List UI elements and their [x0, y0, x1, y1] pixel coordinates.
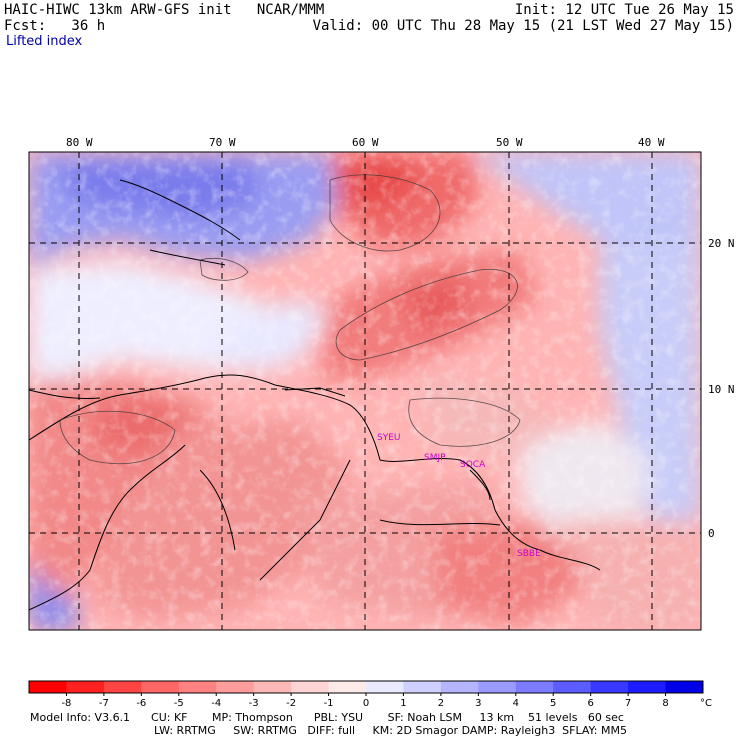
- colorbar-swatch: [366, 681, 404, 693]
- lon-label-70w: 70 W: [209, 136, 236, 149]
- valid-time: Valid: 00 UTC Thu 28 May 15 (21 LST Wed …: [312, 18, 734, 34]
- colorbar-tick-label: -8: [61, 698, 71, 709]
- colorbar-tick-label: -5: [174, 698, 184, 709]
- colorbar-tick-label: -6: [136, 698, 146, 709]
- colorbar-swatch: [328, 681, 367, 693]
- model-title: HAIC-HIWC 13km ARW-GFS init NCAR/MMM: [4, 2, 325, 18]
- colorbar-tick-label: -1: [324, 698, 334, 709]
- colorbar-swatch: [590, 681, 629, 693]
- colorbar-tick-label: -3: [249, 698, 259, 709]
- init-time: Init: 12 UTC Tue 26 May 15: [514, 2, 734, 18]
- colorbar-swatch: [515, 681, 554, 693]
- model-info-line-2: LW: RRTMG SW: RRTMG DIFF: full KM: 2D Sm…: [154, 724, 627, 737]
- lat-label-0: 0: [708, 527, 715, 540]
- station-sbbe: SBBE: [517, 549, 541, 559]
- colorbar-swatch: [29, 681, 67, 693]
- colorbar-tick-label: 2: [438, 698, 444, 709]
- colorbar-tick-label: -2: [286, 698, 296, 709]
- station-syeu: SYEU: [377, 433, 400, 443]
- colorbar-swatch: [440, 681, 479, 693]
- colorbar-swatch: [103, 681, 142, 693]
- colorbar-tick-label: 5: [550, 698, 556, 709]
- colorbar-unit: °C: [700, 698, 712, 709]
- colorbar-swatch: [253, 681, 292, 693]
- lon-label-40w: 40 W: [638, 136, 665, 149]
- colorbar: -8 -7 -6 -5 -4 -3 -2 -1 0 1 2 3 4 5 6 7 8 °C: [28, 680, 712, 709]
- forecast-hour: Fcst: 36 h: [4, 18, 106, 34]
- colorbar-swatch: [553, 681, 592, 693]
- colorbar-tick-label: 8: [662, 698, 668, 709]
- colorbar-swatch: [665, 681, 704, 693]
- colorbar-swatch: [141, 681, 180, 693]
- map-frame: [28, 151, 702, 631]
- colorbar-tick-label: 7: [625, 698, 631, 709]
- station-soca: SOCA: [460, 460, 486, 470]
- lon-label-60w: 60 W: [352, 136, 379, 149]
- colorbar-tick-label: -7: [99, 698, 109, 709]
- colorbar-tick-label: 4: [513, 698, 519, 709]
- colorbar-tick-label: 0: [363, 698, 369, 709]
- station-smjp: SMJP: [424, 453, 446, 463]
- colorbar-swatch: [216, 681, 255, 693]
- lifted-index-field: SYEU SMJP SOCA SBBE: [29, 152, 701, 630]
- colorbar-swatch: [628, 681, 667, 693]
- colorbar-swatch: [178, 681, 217, 693]
- lon-label-80w: 80 W: [66, 136, 93, 149]
- field-name: Lifted index: [6, 34, 83, 49]
- colorbar-tick-label: 6: [587, 698, 593, 709]
- colorbar-tick-label: 3: [475, 698, 481, 709]
- lat-label-10n: 10 N: [708, 383, 735, 396]
- lon-label-50w: 50 W: [496, 136, 523, 149]
- colorbar-tick-label: 1: [400, 698, 406, 709]
- model-info-line-1: Model Info: V3.6.1 CU: KF MP: Thompson P…: [30, 711, 624, 724]
- colorbar-swatch: [66, 681, 105, 693]
- colorbar-tick-label: -4: [211, 698, 221, 709]
- lat-label-20n: 20 N: [708, 237, 735, 250]
- colorbar-swatch: [478, 681, 517, 693]
- colorbar-swatch: [403, 681, 442, 693]
- graticule: [29, 152, 701, 630]
- colorbar-swatch: [291, 681, 330, 693]
